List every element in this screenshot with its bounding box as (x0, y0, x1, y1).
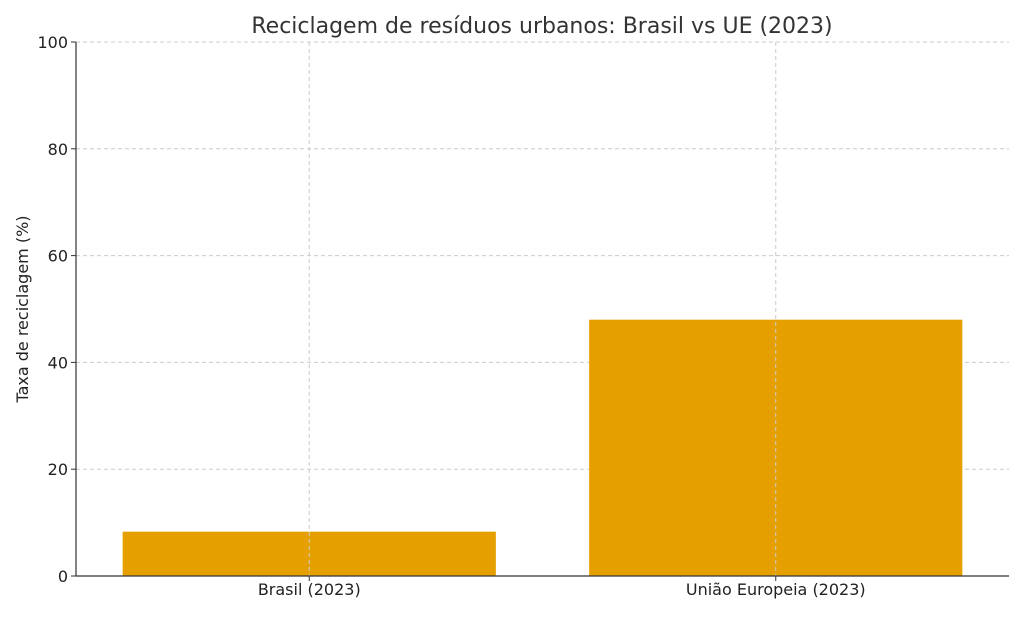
y-axis-label: Taxa de reciclagem (%) (13, 215, 32, 403)
y-tick-label: 80 (48, 140, 68, 159)
y-tick-label: 60 (48, 247, 68, 266)
y-axis-ticks: 0 20 40 60 80 100 (37, 33, 76, 586)
y-tick-label: 20 (48, 460, 68, 479)
chart-title: Reciclagem de resíduos urbanos: Brasil v… (251, 14, 832, 39)
y-tick-label: 100 (37, 33, 68, 52)
bars (122, 42, 963, 576)
y-tick-label: 0 (58, 567, 68, 586)
y-tick-label: 40 (48, 353, 68, 372)
x-tick-label: União Europeia (2023) (686, 580, 866, 599)
x-tick-label: Brasil (2023) (258, 580, 361, 599)
x-axis-ticks: Brasil (2023) União Europeia (2023) (258, 576, 866, 599)
axes (75, 42, 1009, 577)
